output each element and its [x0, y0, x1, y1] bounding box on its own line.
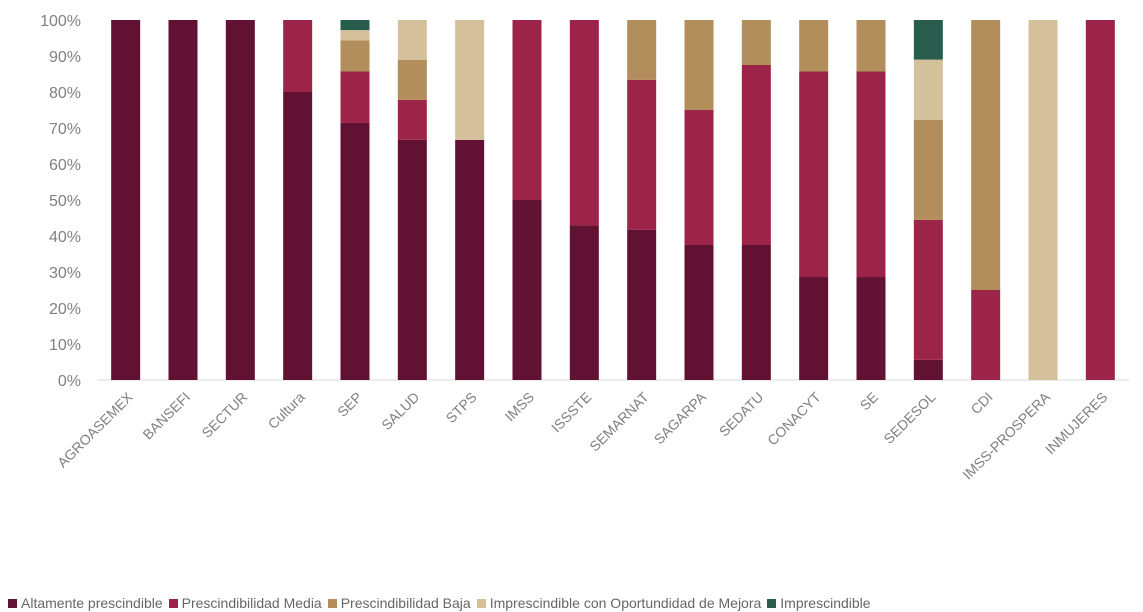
y-tick-label: 70% — [49, 121, 81, 138]
x-tick-label: SALUD — [378, 389, 422, 433]
bar-segment — [512, 200, 542, 380]
bar-segment — [168, 20, 198, 380]
bar-segment — [111, 20, 141, 380]
legend-item: Imprescindible — [767, 595, 871, 611]
x-tick-label: CDI — [967, 389, 995, 417]
bar-segment — [913, 219, 943, 360]
bar-segment — [913, 59, 943, 120]
bar-segment — [397, 59, 427, 100]
bar-segment — [856, 277, 886, 380]
x-tick-label: STPS — [443, 389, 480, 426]
legend-swatch — [8, 598, 17, 608]
legend-item: Prescindibilidad Baja — [327, 595, 471, 611]
bar-segment — [913, 119, 943, 220]
bar-segment — [684, 110, 714, 245]
y-axis-ticks: 0% 10% 20% 30% 40% 50% 60% 70% 80% 90% 100% — [40, 13, 81, 390]
bar-segment — [627, 79, 657, 230]
x-tick-label: IMSS — [502, 389, 538, 425]
bar-segment — [340, 40, 370, 72]
bar-segment — [741, 245, 771, 380]
x-tick-label: Cultura — [265, 389, 308, 432]
bars — [111, 20, 1115, 381]
legend-swatch — [476, 598, 486, 608]
bar-segment — [799, 277, 829, 380]
bar-segment — [455, 139, 485, 380]
bar-segment — [684, 245, 714, 380]
legend-swatch — [767, 598, 777, 608]
bar-segment — [627, 229, 657, 380]
x-tick-label: AGROASEMEX — [54, 388, 136, 470]
bar-segment — [225, 20, 255, 380]
legend: Altamente prescindible Prescindibilidad M… — [8, 594, 877, 612]
x-tick-label: SAGARPA — [651, 388, 710, 447]
x-tick-label: SECTUR — [198, 389, 250, 441]
y-tick-label: 90% — [49, 49, 81, 66]
x-tick-label: BANSEFI — [139, 389, 193, 443]
bar-segment — [569, 20, 599, 226]
bar-segment — [627, 20, 657, 80]
legend-item: Prescindibilidad Media — [168, 595, 322, 611]
bar-segment — [741, 65, 771, 245]
bar-segment — [283, 92, 313, 380]
x-tick-label: CONACYT — [764, 388, 824, 448]
y-tick-label: 60% — [49, 157, 81, 174]
bar-segment — [799, 20, 829, 72]
x-tick-label: SEDATU — [716, 389, 767, 440]
bar-segment — [856, 20, 886, 72]
bar-segment — [397, 139, 427, 380]
y-tick-label: 20% — [49, 301, 81, 318]
legend-label: Altamente prescindible — [21, 595, 163, 611]
bar-segment — [856, 71, 886, 278]
bar-segment — [1085, 20, 1115, 380]
y-tick-label: 80% — [49, 85, 81, 102]
bar-segment — [455, 20, 485, 140]
bar-segment — [913, 359, 943, 380]
bar-segment — [397, 99, 427, 140]
y-tick-label: 100% — [40, 13, 81, 30]
bar-segment — [913, 20, 943, 60]
x-tick-label: SEMARNAT — [586, 388, 652, 454]
legend-label: Prescindibilidad Baja — [340, 595, 471, 611]
y-tick-label: 50% — [49, 193, 81, 210]
y-tick-label: 10% — [49, 337, 81, 354]
legend-item: Imprescindible con Oportundidad de Mejor… — [476, 595, 762, 611]
y-tick-label: 30% — [49, 265, 81, 282]
bar-segment — [340, 122, 370, 381]
legend-label: Imprescindible con Oportundidad de Mejor… — [489, 595, 762, 611]
x-tick-label: SE — [857, 389, 882, 414]
legend-swatch — [327, 598, 337, 608]
bar-segment — [397, 20, 427, 60]
bar-segment — [569, 225, 599, 380]
bar-segment — [684, 20, 714, 110]
bar-segment — [741, 20, 771, 65]
legend-item: Altamente prescindible — [8, 595, 163, 611]
bar-segment — [799, 71, 829, 278]
x-tick-label: SEDESOL — [880, 389, 938, 447]
x-tick-label: ISSSTE — [548, 389, 595, 436]
x-tick-label: SEP — [334, 389, 365, 420]
bar-segment — [512, 20, 542, 200]
legend-label: Prescindibilidad Media — [181, 595, 322, 611]
bar-segment — [971, 290, 1001, 380]
bar-segment — [283, 20, 313, 92]
bar-segment — [1028, 20, 1058, 380]
y-tick-label: 0% — [58, 373, 81, 390]
x-axis-labels: AGROASEMEX BANSEFI SECTUR Cultura SEP SALUD ST… — [54, 388, 1110, 482]
legend-swatch — [168, 598, 178, 608]
bar-segment — [971, 20, 1001, 290]
legend-label: Imprescindible — [780, 595, 871, 611]
bar-segment — [340, 20, 370, 31]
bar-segment — [340, 71, 370, 123]
x-tick-label: INMUJERES — [1042, 389, 1111, 458]
y-tick-label: 40% — [49, 229, 81, 246]
bar-segment — [340, 30, 370, 41]
